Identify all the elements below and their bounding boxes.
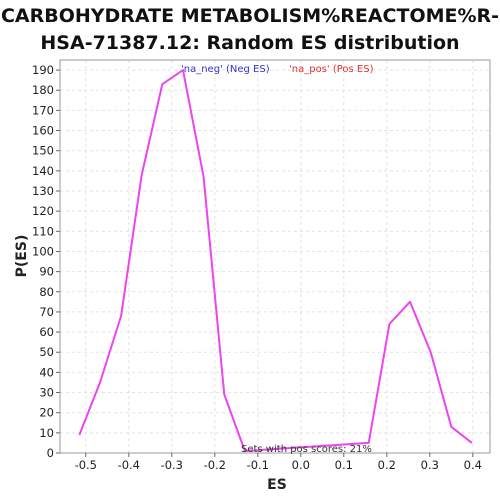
- chart-title-line-1: CARBOHYDRATE METABOLISM%REACTOME%R-: [1, 5, 499, 27]
- y-tick-label: 60: [39, 325, 54, 339]
- plot-area: [59, 59, 491, 454]
- y-tick-label: 150: [32, 144, 54, 158]
- x-tick-label: -0.1: [247, 458, 269, 472]
- y-tick-label: 70: [39, 305, 54, 319]
- y-tick-label: 40: [39, 365, 54, 379]
- y-tick-label: 120: [32, 204, 54, 218]
- y-axis-title: P(ES): [14, 235, 30, 278]
- x-axis-title: ES: [267, 477, 287, 493]
- y-axis: 0 10 20 30 40 50 60 70 80 90 100 110 120 130 140 150 160…: [32, 63, 60, 460]
- y-tick-label: 190: [32, 63, 54, 77]
- y-tick-label: 90: [39, 265, 54, 279]
- x-tick-label: -0.3: [161, 458, 183, 472]
- y-tick-label: 10: [39, 426, 54, 440]
- grid: [60, 60, 490, 454]
- y-tick-label: 30: [39, 386, 54, 400]
- y-tick-label: 80: [39, 285, 54, 299]
- es-distribution-line: [78, 69, 473, 452]
- legend-neg-es: 'na_neg' (Neg ES): [181, 64, 270, 75]
- y-tick-label: 160: [32, 124, 54, 138]
- y-tick-label: 0: [47, 446, 54, 460]
- x-tick-label: 0.4: [464, 458, 482, 472]
- x-axis: -0.5 -0.4 -0.3 -0.2 -0.1 0.0 0.1 0.2 0.3 0.4: [75, 453, 482, 472]
- y-tick-label: 110: [32, 224, 54, 238]
- legend-pos-es: 'na_pos' (Pos ES): [289, 64, 374, 75]
- y-tick-label: 20: [39, 406, 54, 420]
- y-tick-label: 130: [32, 184, 54, 198]
- x-tick-label: 0.3: [421, 458, 439, 472]
- y-tick-label: 100: [32, 244, 54, 258]
- chart-title-line-2: HSA-71387.12: Random ES distribution: [40, 32, 459, 54]
- pos-scores-annotation: Sets with pos scores: 21%: [241, 444, 372, 455]
- y-tick-label: 170: [32, 103, 54, 117]
- x-tick-label: -0.5: [75, 458, 97, 472]
- x-tick-label: -0.2: [204, 458, 226, 472]
- y-tick-label: 140: [32, 164, 54, 178]
- y-tick-label: 50: [39, 345, 54, 359]
- x-tick-label: 0.2: [378, 458, 396, 472]
- x-tick-label: 0.0: [292, 458, 310, 472]
- y-tick-label: 180: [32, 83, 54, 97]
- series-layer: [78, 69, 473, 452]
- x-tick-label: -0.4: [118, 458, 140, 472]
- x-tick-label: 0.1: [335, 458, 353, 472]
